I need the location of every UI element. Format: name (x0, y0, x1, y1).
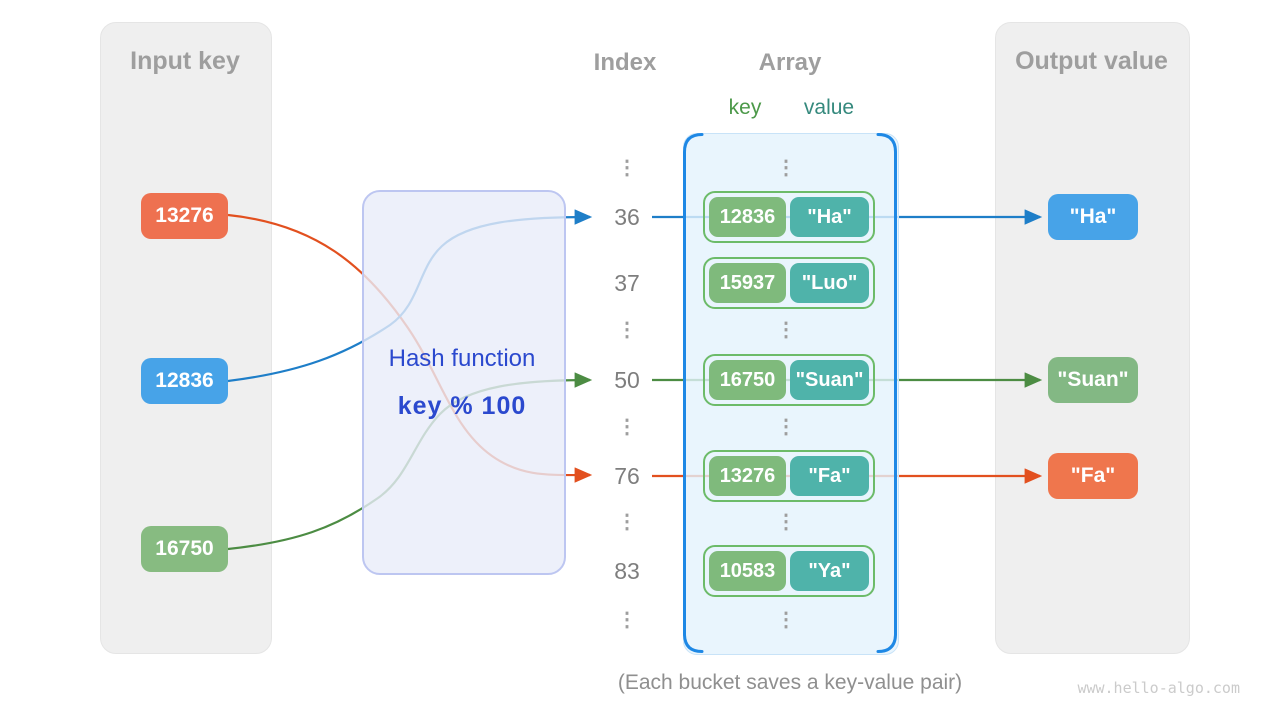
caption: (Each bucket saves a key-value pair) (617, 671, 963, 694)
index-label-37: 37 (614, 270, 640, 296)
ellipsis-dots: ⋮ (776, 416, 796, 438)
bucket-row-83 (703, 545, 875, 597)
value-pill: "Fa" (790, 456, 869, 496)
key-pill: 10583 (709, 551, 786, 591)
ellipsis-dots: ⋮ (776, 511, 796, 533)
index-label-50: 50 (614, 367, 640, 393)
key-pill: 12836 (709, 197, 786, 237)
key-pill: 15937 (709, 263, 786, 303)
index-label-36: 36 (614, 204, 640, 230)
input-panel-title: Input key (130, 47, 240, 75)
key-pill: 13276 (709, 456, 786, 496)
ellipsis-dots: ⋮ (617, 511, 637, 533)
value-pill: "Ha" (790, 197, 869, 237)
index-column-header: Index (593, 49, 657, 76)
output-panel (995, 22, 1190, 654)
ellipsis-dots: ⋮ (776, 319, 796, 341)
hash-function-title: Hash function (388, 345, 536, 372)
index-label-83: 83 (614, 558, 640, 584)
input-key-12836: 12836 (141, 358, 228, 404)
hash-function-box (362, 190, 566, 575)
ellipsis-dots: ⋮ (617, 609, 637, 631)
key-pill: 16750 (709, 360, 786, 400)
bucket-row-37 (703, 257, 875, 309)
array-column-header: Array (758, 49, 822, 76)
value-pill: "Luo" (790, 263, 869, 303)
ellipsis-dots: ⋮ (617, 157, 637, 179)
value-pill: "Ya" (790, 551, 869, 591)
value-pill: "Suan" (790, 360, 869, 400)
watermark: www.hello-algo.com (1077, 679, 1240, 697)
ellipsis-dots: ⋮ (776, 609, 796, 631)
output-value-suan: "Suan" (1048, 357, 1138, 403)
index-label-76: 76 (614, 463, 640, 489)
ellipsis-dots: ⋮ (617, 416, 637, 438)
ellipsis-dots: ⋮ (776, 157, 796, 179)
output-value-ha: "Ha" (1048, 194, 1138, 240)
input-key-13276: 13276 (141, 193, 228, 239)
ellipsis-dots: ⋮ (617, 319, 637, 341)
value-column-header: value (803, 96, 855, 119)
input-key-16750: 16750 (141, 526, 228, 572)
key-column-header: key (728, 96, 762, 119)
output-value-fa: "Fa" (1048, 453, 1138, 499)
output-panel-title: Output value (1015, 47, 1168, 75)
hash-function-formula: key % 100 (397, 392, 527, 420)
